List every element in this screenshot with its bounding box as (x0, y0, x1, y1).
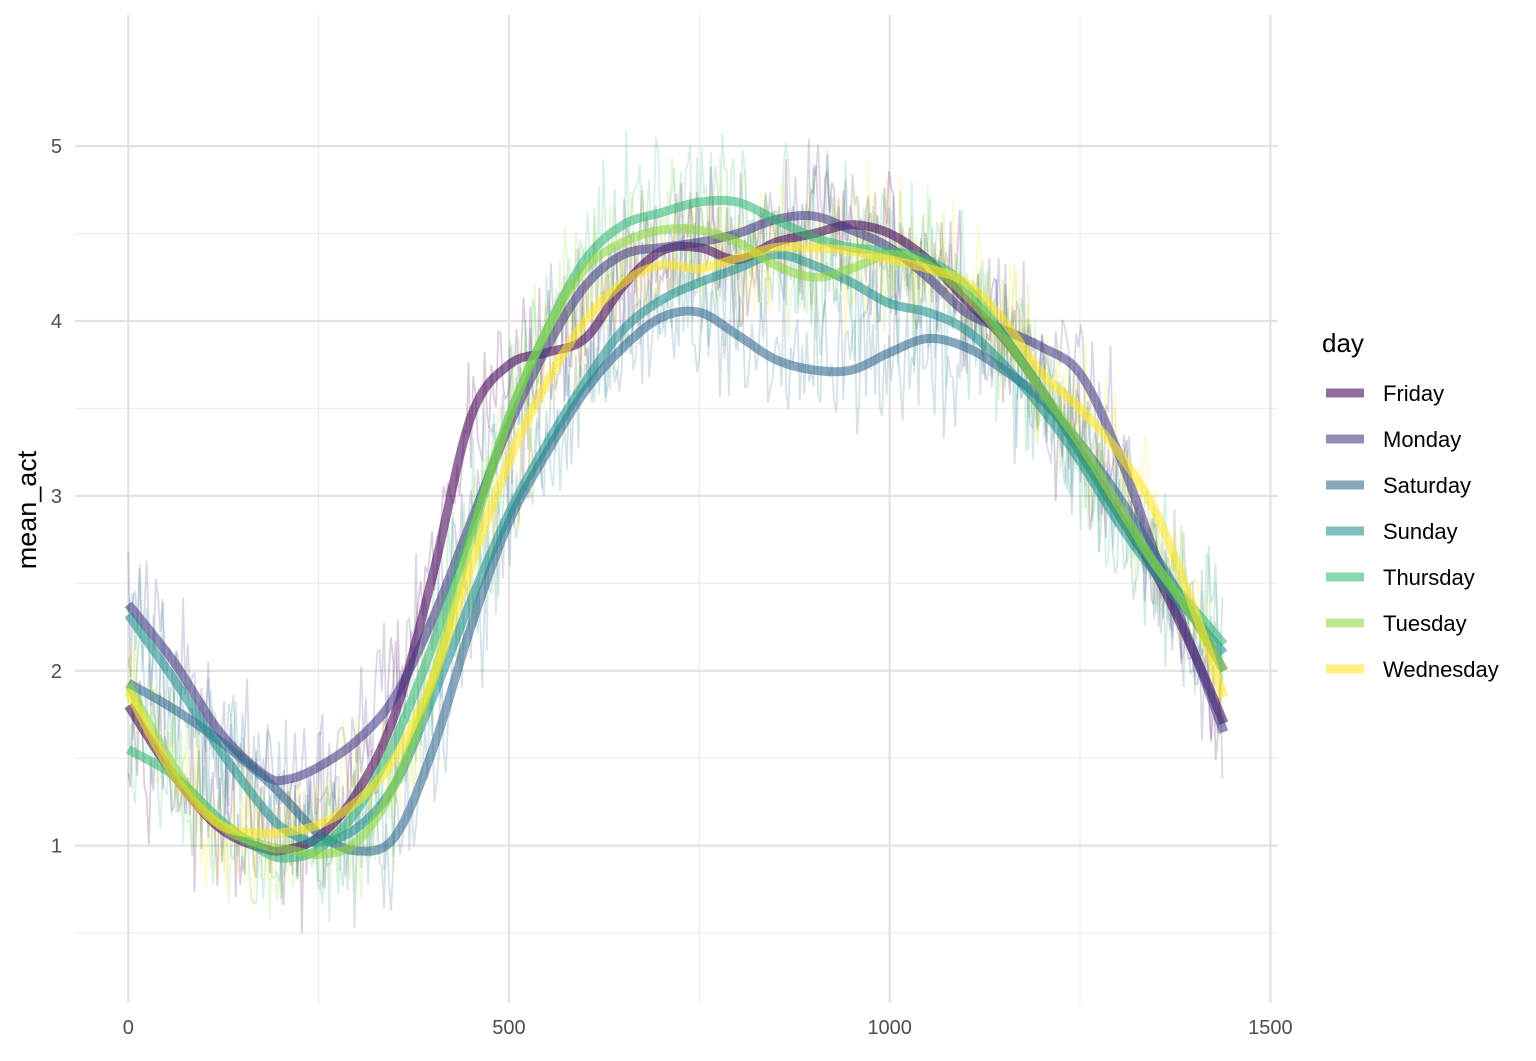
y-tick-label: 2 (51, 661, 62, 683)
smooth-line-tuesday (124, 224, 1228, 860)
y-tick-label: 1 (51, 836, 62, 858)
y-tick-label: 5 (51, 136, 62, 158)
legend-label-monday: Monday (1383, 427, 1461, 452)
smooth-series-layer (124, 195, 1229, 863)
smooth-line-thursday (126, 195, 1228, 863)
legend: day Friday Monday Saturday Sunday Thursday Tu… (1322, 328, 1499, 682)
legend-label-wednesday: Wednesday (1383, 657, 1499, 682)
raw-line-wednesday (127, 159, 1224, 909)
legend-label-saturday: Saturday (1383, 473, 1471, 498)
legend-items: Friday Monday Saturday Sunday Thursday Tuesda… (1326, 381, 1499, 682)
legend-label-thursday: Thursday (1383, 565, 1475, 590)
legend-label-sunday: Sunday (1383, 519, 1458, 544)
x-tick-label: 500 (492, 1017, 525, 1039)
raw-line-monday (127, 138, 1224, 848)
y-tick-label: 3 (51, 486, 62, 508)
raw-line-sunday (127, 203, 1224, 900)
legend-label-tuesday: Tuesday (1383, 611, 1467, 636)
y-tick-label: 4 (51, 311, 62, 333)
y-axis-label: mean_act (12, 450, 42, 569)
legend-label-friday: Friday (1383, 381, 1444, 406)
smooth-line-sunday (124, 250, 1228, 847)
smooth-line-monday (124, 210, 1229, 786)
smooth-line-wednesday (124, 242, 1229, 839)
axes: 0 500 1000 1500 1 2 3 4 5 (51, 136, 1293, 1039)
x-tick-label: 1500 (1248, 1017, 1293, 1039)
x-tick-label: 0 (123, 1017, 134, 1039)
x-tick-label: 1000 (867, 1017, 912, 1039)
grid (75, 15, 1278, 1003)
legend-title: day (1322, 328, 1364, 358)
